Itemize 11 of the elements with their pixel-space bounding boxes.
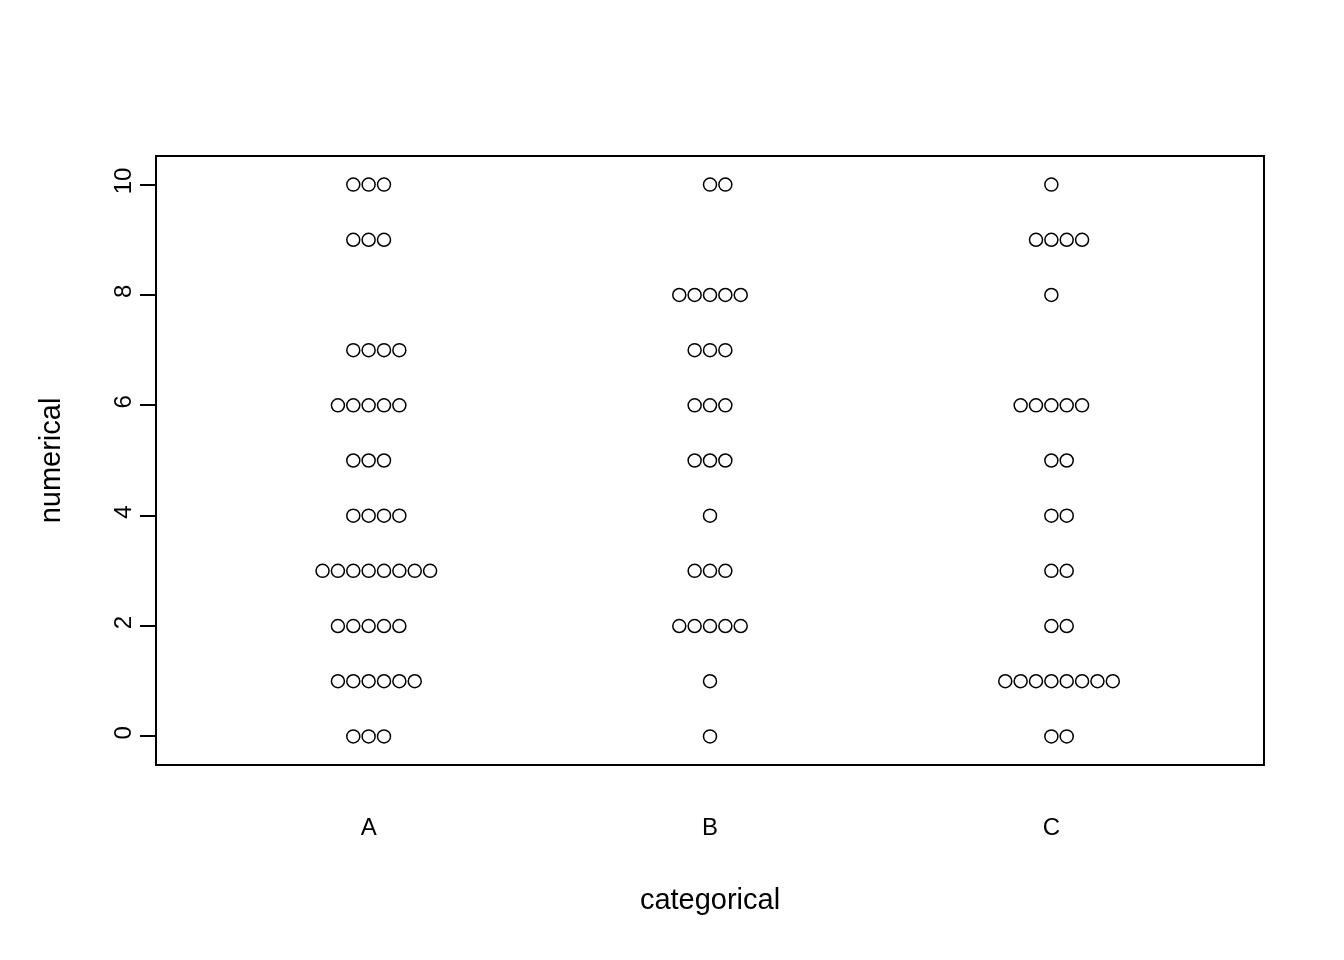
y-tick-label: 4 [108, 505, 136, 519]
x-tick-label: B [701, 812, 719, 840]
x-axis-title: categorical [639, 882, 781, 915]
y-tick-label: 2 [108, 615, 136, 630]
y-tick-label: 6 [108, 395, 136, 409]
x-tick-label: C [1042, 812, 1061, 840]
y-axis-title: numerical [33, 397, 66, 524]
y-tick-label: 10 [108, 167, 136, 195]
y-tick-label: 8 [108, 284, 136, 299]
y-tick-label: 0 [108, 726, 136, 740]
x-tick-label: A [360, 812, 377, 840]
